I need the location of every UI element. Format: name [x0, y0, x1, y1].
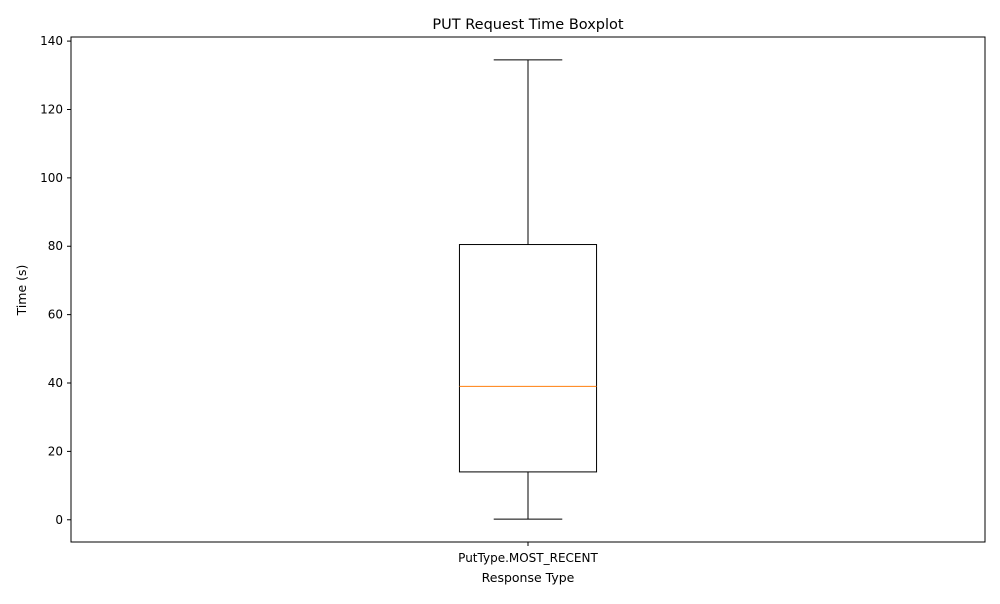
y-tick-label: 0 [55, 513, 63, 527]
y-axis-label: Time (s) [14, 265, 29, 317]
x-tick-label: PutType.MOST_RECENT [458, 551, 598, 565]
y-tick-label: 140 [40, 34, 63, 48]
y-tick-label: 40 [48, 376, 63, 390]
y-tick-label: 80 [48, 239, 63, 253]
y-tick-label: 100 [40, 171, 63, 185]
y-tick-label: 20 [48, 444, 63, 458]
y-tick-label: 120 [40, 102, 63, 116]
x-axis-label: Response Type [482, 570, 575, 585]
chart-title: PUT Request Time Boxplot [432, 17, 623, 33]
plot-area: 0 20 40 60 80 100 120 140 PutType.MOST_RECENT [40, 34, 986, 565]
y-tick-label: 60 [48, 308, 63, 322]
box-iqr [458, 244, 598, 473]
